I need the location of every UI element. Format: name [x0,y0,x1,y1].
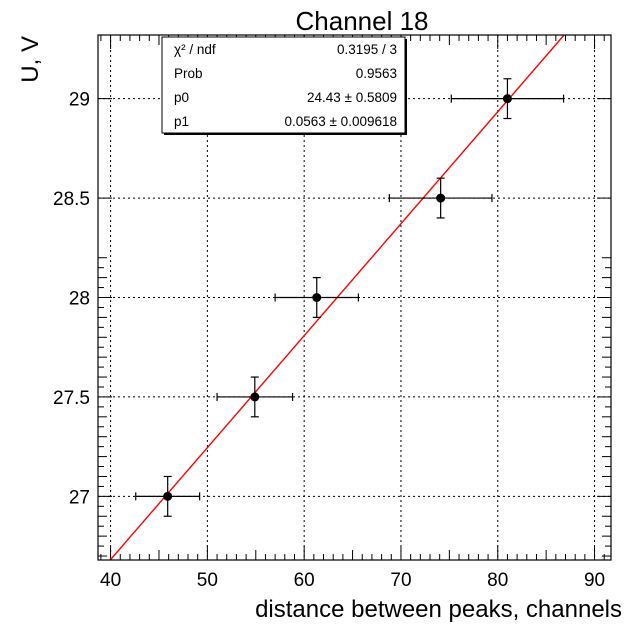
y-tick-label: 29 [69,90,90,111]
y-tick-label: 27 [69,487,90,508]
data-point [436,193,446,203]
chart-title: Channel 18 [296,6,429,36]
data-point [312,293,322,302]
data-point-group [216,376,294,418]
y-tick-label: 27.5 [53,388,90,409]
x-tick-label: 80 [487,570,508,591]
data-point-group [388,177,493,219]
data-point [502,94,512,104]
x-tick-label: 40 [100,570,121,591]
data-point [163,491,173,501]
x-tick-label: 60 [294,570,315,591]
stats-row-label: χ² / ndf [174,42,216,57]
data-point-group [135,475,201,517]
stats-row-value: 0.9563 [356,66,397,81]
stats-row-value: 0.3195 / 3 [337,42,397,57]
x-axis-title: distance between peaks, channels [255,596,622,623]
y-axis-title: U, V [17,36,44,83]
stats-row-label: Prob [174,66,203,81]
axis-ticks: 40 50 60 70 80 90 27 27.5 28 28.5 29 [53,35,611,591]
data-points [135,78,565,517]
x-tick-label: 90 [584,570,605,591]
stats-row-value: 24.43 ± 0.5809 [307,90,397,105]
stats-box-frame [161,36,406,134]
stats-row-label: p1 [174,114,189,129]
x-tick-label: 70 [390,570,411,591]
data-point-group [274,277,359,318]
stats-row-value: 0.0563 ± 0.009618 [284,114,397,129]
y-tick-label: 28 [69,289,90,310]
data-point-group [450,78,565,120]
data-point [250,392,260,402]
plot-frame [97,34,612,561]
y-tick-label: 28.5 [53,189,90,210]
stats-row-label: p0 [174,90,189,105]
x-tick-label: 50 [197,570,218,591]
fit-stats-box: χ² / ndf 0.3195 / 3 Prob 0.9563 p0 24.43 ± 0.… [161,36,407,135]
